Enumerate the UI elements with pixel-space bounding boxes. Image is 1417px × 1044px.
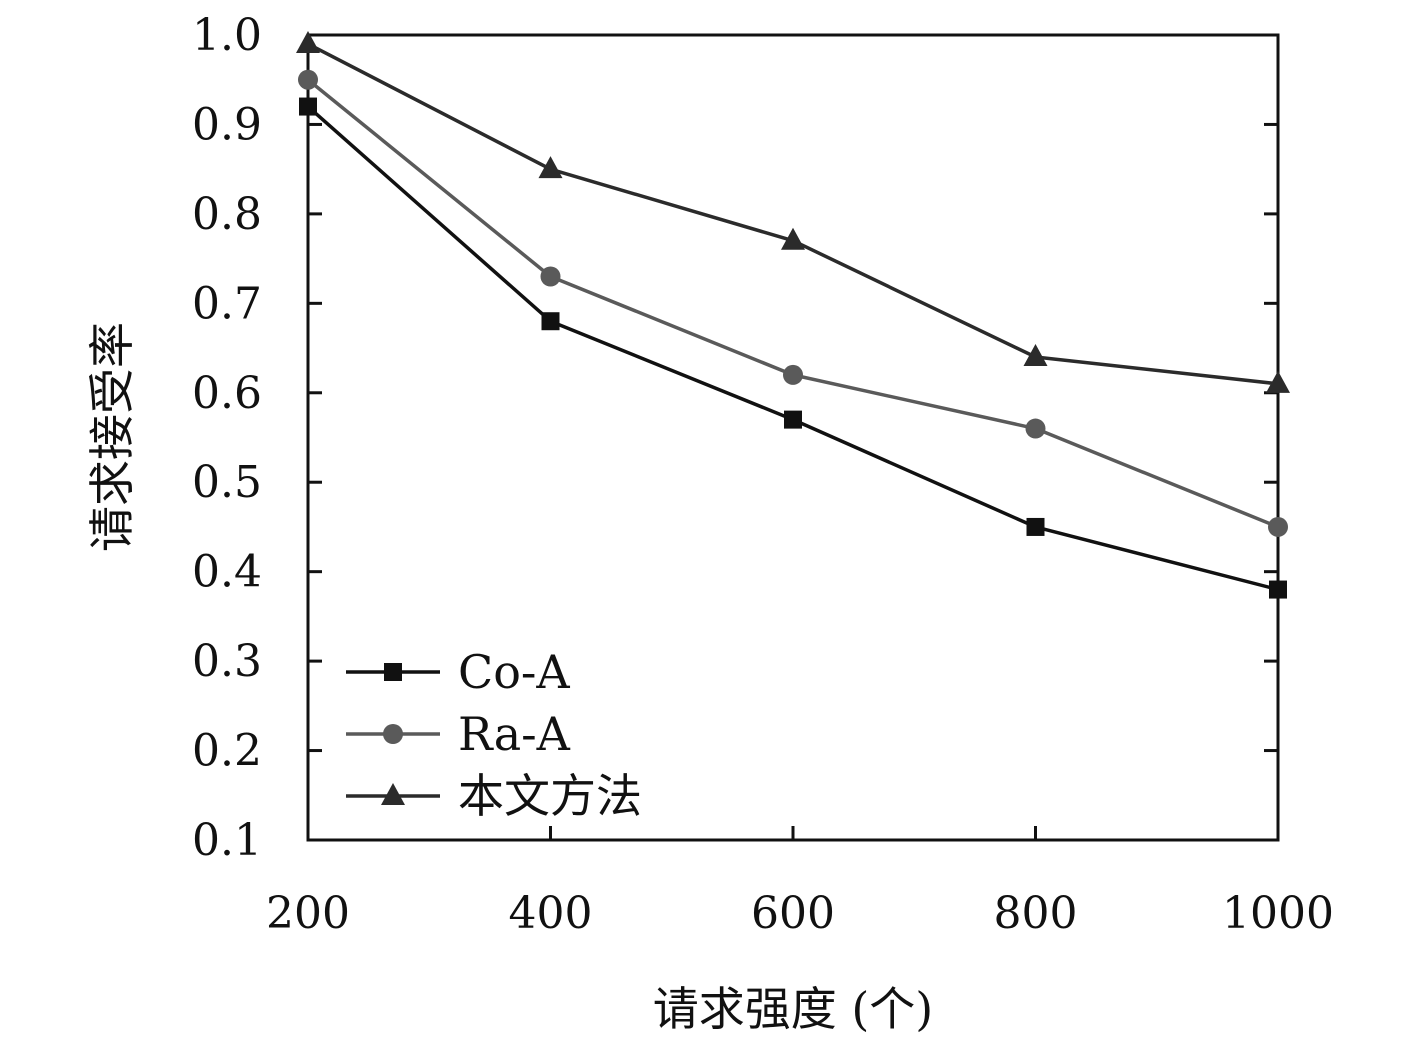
series-line (306, 105, 1279, 592)
y-tick-label: 0.2 (192, 726, 262, 777)
data-point-triangle (296, 30, 320, 53)
y-axis-label: 请求接受率 (85, 322, 139, 552)
data-point-triangle (781, 227, 805, 250)
legend-marker-triangle (381, 783, 405, 805)
data-point-circle (298, 69, 318, 90)
series-line (306, 78, 1279, 529)
series-triangle (296, 30, 1290, 393)
legend-label: Co-A (458, 645, 570, 699)
x-axis-label: 请求强度 (个) (653, 982, 934, 1036)
x-axis-ticks: 200 400 600 800 1000 (266, 826, 1334, 939)
y-tick-label: 0.8 (192, 189, 262, 240)
legend-marker-square (384, 663, 402, 681)
y-tick-label: 0.6 (192, 368, 262, 419)
legend: Co-A Ra-A 本文方法 (346, 645, 642, 823)
data-point-square (299, 97, 317, 116)
plot-frame (306, 33, 1280, 842)
data-point-triangle (538, 156, 563, 179)
data-point-triangle (1266, 370, 1290, 393)
data-point-triangle (1023, 344, 1048, 366)
series-square (299, 97, 1287, 599)
y-tick-label: 0.7 (192, 278, 262, 329)
y-axis-ticks: 0.1 0.2 0.3 0.4 0.5 0.6 0.7 0.8 0.9 1.0 (192, 10, 1278, 866)
data-point-circle (540, 266, 561, 287)
y-tick-label: 0.9 (192, 99, 262, 150)
data-point-square (1269, 580, 1287, 599)
x-tick-label: 800 (994, 888, 1078, 939)
legend-item: Ra-A (346, 707, 571, 761)
data-point-circle (1268, 516, 1288, 537)
y-tick-label: 1.0 (192, 10, 262, 61)
data-point-circle (1025, 418, 1046, 439)
x-tick-label: 200 (266, 888, 350, 939)
data-point-square (541, 312, 560, 331)
legend-item: 本文方法 (346, 769, 642, 823)
y-tick-label: 0.1 (192, 815, 262, 866)
legend-marker-circle (383, 724, 403, 744)
y-tick-label: 0.5 (192, 457, 262, 508)
series-circle (298, 69, 1288, 537)
legend-item: Co-A (346, 645, 570, 699)
legend-label: Ra-A (458, 707, 571, 761)
x-tick-label: 400 (509, 888, 593, 939)
data-point-square (784, 410, 802, 429)
y-tick-label: 0.3 (192, 636, 262, 687)
data-point-circle (783, 364, 803, 385)
series-line (307, 42, 1279, 386)
data-point-square (1026, 517, 1045, 536)
x-tick-label: 600 (751, 888, 835, 939)
legend-label: 本文方法 (458, 769, 642, 823)
series-layer (296, 30, 1290, 599)
x-tick-label: 1000 (1222, 888, 1334, 939)
y-tick-label: 0.4 (192, 547, 262, 598)
